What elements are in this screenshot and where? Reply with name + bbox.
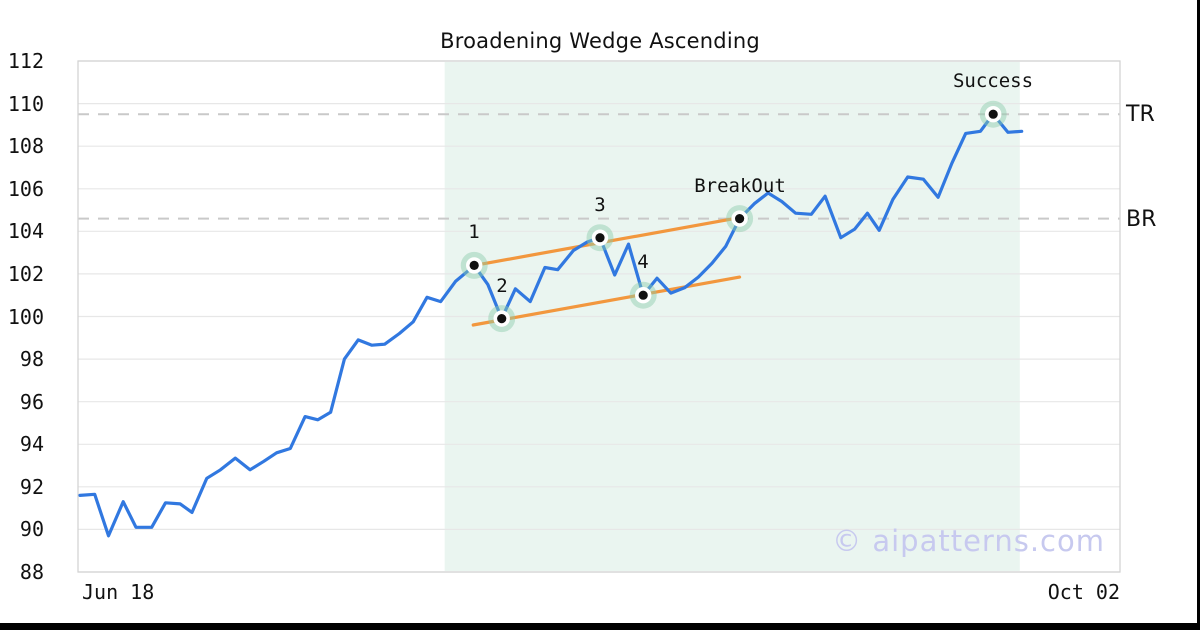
trendline (471, 275, 742, 327)
watermark: © aipatterns.com (832, 524, 1105, 558)
annotation-label: BreakOut (694, 175, 786, 197)
marker-dot (497, 314, 507, 324)
y-tick-label: 110 (7, 92, 44, 116)
chart-title: Broadening Wedge Ascending (440, 29, 760, 53)
y-tick-label: 104 (7, 219, 44, 243)
breakout-level-label: BR (1126, 207, 1157, 232)
annotation-label: 2 (496, 275, 508, 297)
target-level-label: TR (1126, 102, 1155, 127)
annotation-label: Success (952, 70, 1034, 92)
y-tick-label: 108 (7, 134, 44, 158)
price-line (78, 112, 1024, 538)
x-axis-label-start: Jun 18 (82, 580, 155, 604)
y-tick-label: 102 (7, 262, 44, 286)
right-black-bar (1197, 0, 1200, 630)
annotation-label: 3 (594, 194, 606, 216)
y-tick-label: 94 (19, 432, 44, 456)
bottom-black-bar (0, 623, 1200, 630)
y-tick-label: 96 (19, 390, 44, 414)
x-axis-label-end: Oct 02 (1047, 580, 1120, 604)
marker-dot (469, 260, 479, 270)
marker-dot (595, 233, 605, 243)
y-tick-label: 112 (7, 49, 44, 73)
annotation-label: 1 (468, 221, 480, 243)
y-tick-label: 90 (19, 517, 44, 541)
trendline (472, 215, 745, 267)
annotation-label: 4 (637, 251, 649, 273)
marker-dot (735, 214, 745, 224)
y-tick-label: 88 (19, 560, 44, 584)
y-tick-label: 98 (19, 347, 44, 371)
y-tick-label: 100 (7, 305, 44, 329)
y-tick-label: 92 (19, 475, 44, 499)
marker-dot (988, 109, 998, 119)
marker-dot (638, 290, 648, 300)
y-tick-label: 106 (7, 177, 44, 201)
plot-border (77, 60, 1121, 573)
